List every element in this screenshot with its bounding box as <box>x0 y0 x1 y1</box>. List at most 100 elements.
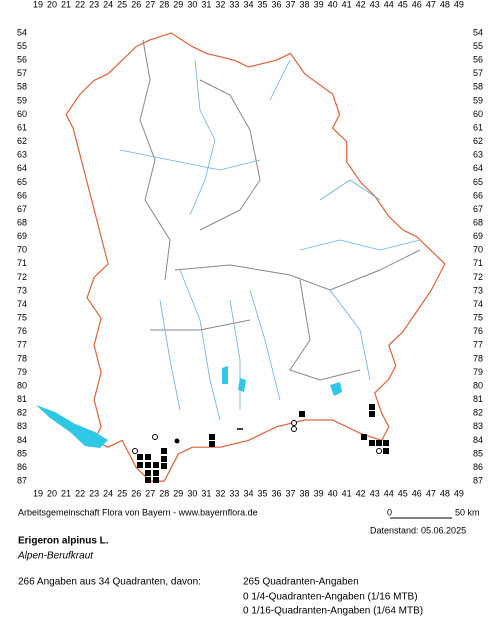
y-grid-label: 58 <box>17 82 27 92</box>
x-grid-label: 23 <box>89 0 99 9</box>
x-grid-label: 22 <box>75 488 85 498</box>
y-grid-label: 86 <box>17 462 27 472</box>
x-grid-label: 24 <box>103 488 113 498</box>
y-grid-label: 77 <box>473 340 483 350</box>
lake <box>36 405 108 448</box>
y-grid-label: 81 <box>473 394 483 404</box>
y-grid-label: 55 <box>17 41 27 51</box>
lake <box>222 366 228 384</box>
y-grid-label: 61 <box>17 122 27 132</box>
y-grid-label: 55 <box>473 41 483 51</box>
y-grid-label: 75 <box>473 313 483 323</box>
x-grid-label: 36 <box>272 488 282 498</box>
y-grid-label: 60 <box>473 109 483 119</box>
x-grid-label: 26 <box>131 488 141 498</box>
occurrence-marks <box>132 404 389 483</box>
x-grid-label: 33 <box>229 0 239 9</box>
x-grid-label: 38 <box>300 488 310 498</box>
x-grid-label: 21 <box>61 0 71 9</box>
y-grid-label: 58 <box>473 82 483 92</box>
x-grid-label: 25 <box>117 0 127 9</box>
y-grid-label: 74 <box>17 299 27 309</box>
x-grid-label: 38 <box>300 0 310 9</box>
y-grid-label: 63 <box>17 150 27 160</box>
occurrence-square <box>209 434 215 440</box>
y-grid-label: 82 <box>473 408 483 418</box>
occurrence-square <box>369 411 375 417</box>
y-grid-label: 78 <box>473 353 483 363</box>
district-borders <box>139 39 421 381</box>
x-grid-label: 30 <box>187 488 197 498</box>
y-grid-label: 68 <box>17 217 27 227</box>
y-grid-label: 85 <box>473 448 483 458</box>
x-grid-label: 47 <box>426 488 436 498</box>
occurrence-square <box>383 440 389 446</box>
x-grid-label: 25 <box>117 488 127 498</box>
y-grid-label: 68 <box>473 217 483 227</box>
x-grid-label: 19 <box>33 0 43 9</box>
x-grid-label: 27 <box>145 0 155 9</box>
occurrence-square <box>361 434 367 440</box>
occurrence-square <box>369 440 375 446</box>
y-grid-label: 61 <box>473 122 483 132</box>
x-grid-label: 29 <box>173 488 183 498</box>
y-grid-label: 66 <box>17 190 27 200</box>
y-grid-label: 84 <box>473 435 483 445</box>
y-grid-label: 54 <box>473 27 483 37</box>
y-grid-label: 81 <box>17 394 27 404</box>
x-grid-label: 46 <box>412 0 422 9</box>
occurrence-square <box>161 456 167 462</box>
y-grid-label: 80 <box>473 380 483 390</box>
x-grid-label: 33 <box>229 488 239 498</box>
x-grid-label: 28 <box>159 488 169 498</box>
rivers <box>119 59 421 421</box>
x-grid-label: 29 <box>173 0 183 9</box>
y-grid-label: 84 <box>17 435 27 445</box>
state-border <box>65 32 446 482</box>
y-grid-label: 67 <box>17 204 27 214</box>
y-grid-label: 72 <box>473 272 483 282</box>
y-grid-label: 73 <box>473 285 483 295</box>
summary-detail: 0 1/4-Quadranten-Angaben (1/16 MTB) <box>243 592 418 603</box>
x-grid-label: 37 <box>286 0 296 9</box>
y-grid-label: 70 <box>473 245 483 255</box>
occurrence-square <box>153 462 159 468</box>
lake <box>330 382 342 396</box>
x-grid-label: 42 <box>356 488 366 498</box>
x-grid-label: 21 <box>61 488 71 498</box>
y-grid-label: 69 <box>473 231 483 241</box>
x-grid-label: 36 <box>272 0 282 9</box>
x-grid-label: 47 <box>426 0 436 9</box>
scale-end: 50 km <box>455 507 480 517</box>
x-grid-label: 23 <box>89 488 99 498</box>
y-grid-label: 77 <box>17 340 27 350</box>
x-grid-label: 37 <box>286 488 296 498</box>
y-grid-label: 57 <box>17 68 27 78</box>
y-grid-label: 87 <box>17 476 27 486</box>
summary-detail: 0 1/16-Quadranten-Angaben (1/64 MTB) <box>243 606 423 617</box>
x-grid-label: 31 <box>201 488 211 498</box>
y-grid-label: 85 <box>17 448 27 458</box>
species-name: Erigeron alpinus L. <box>18 536 109 547</box>
y-grid-label: 65 <box>17 177 27 187</box>
y-grid-label: 83 <box>473 421 483 431</box>
y-grid-label: 60 <box>17 109 27 119</box>
y-grid-label: 71 <box>17 258 27 268</box>
y-grid-label: 70 <box>17 245 27 255</box>
map-base <box>36 32 452 519</box>
y-grid-label: 79 <box>17 367 27 377</box>
scale-start: 0 <box>387 507 392 517</box>
x-grid-label: 24 <box>103 0 113 9</box>
occurrence-circle <box>291 420 297 426</box>
x-grid-label: 43 <box>370 488 380 498</box>
y-grid-label: 64 <box>17 163 27 173</box>
occurrence-square <box>145 470 151 476</box>
occurrence-square <box>369 404 375 410</box>
y-grid-label: 63 <box>473 150 483 160</box>
y-grid-label: 80 <box>17 380 27 390</box>
y-grid-label: 56 <box>17 55 27 65</box>
y-grid-label: 82 <box>17 408 27 418</box>
occurrence-square <box>153 470 159 476</box>
summary-detail: 265 Quadranten-Angaben <box>243 577 359 588</box>
data-date: Datenstand: 05.06.2025 <box>370 525 466 535</box>
